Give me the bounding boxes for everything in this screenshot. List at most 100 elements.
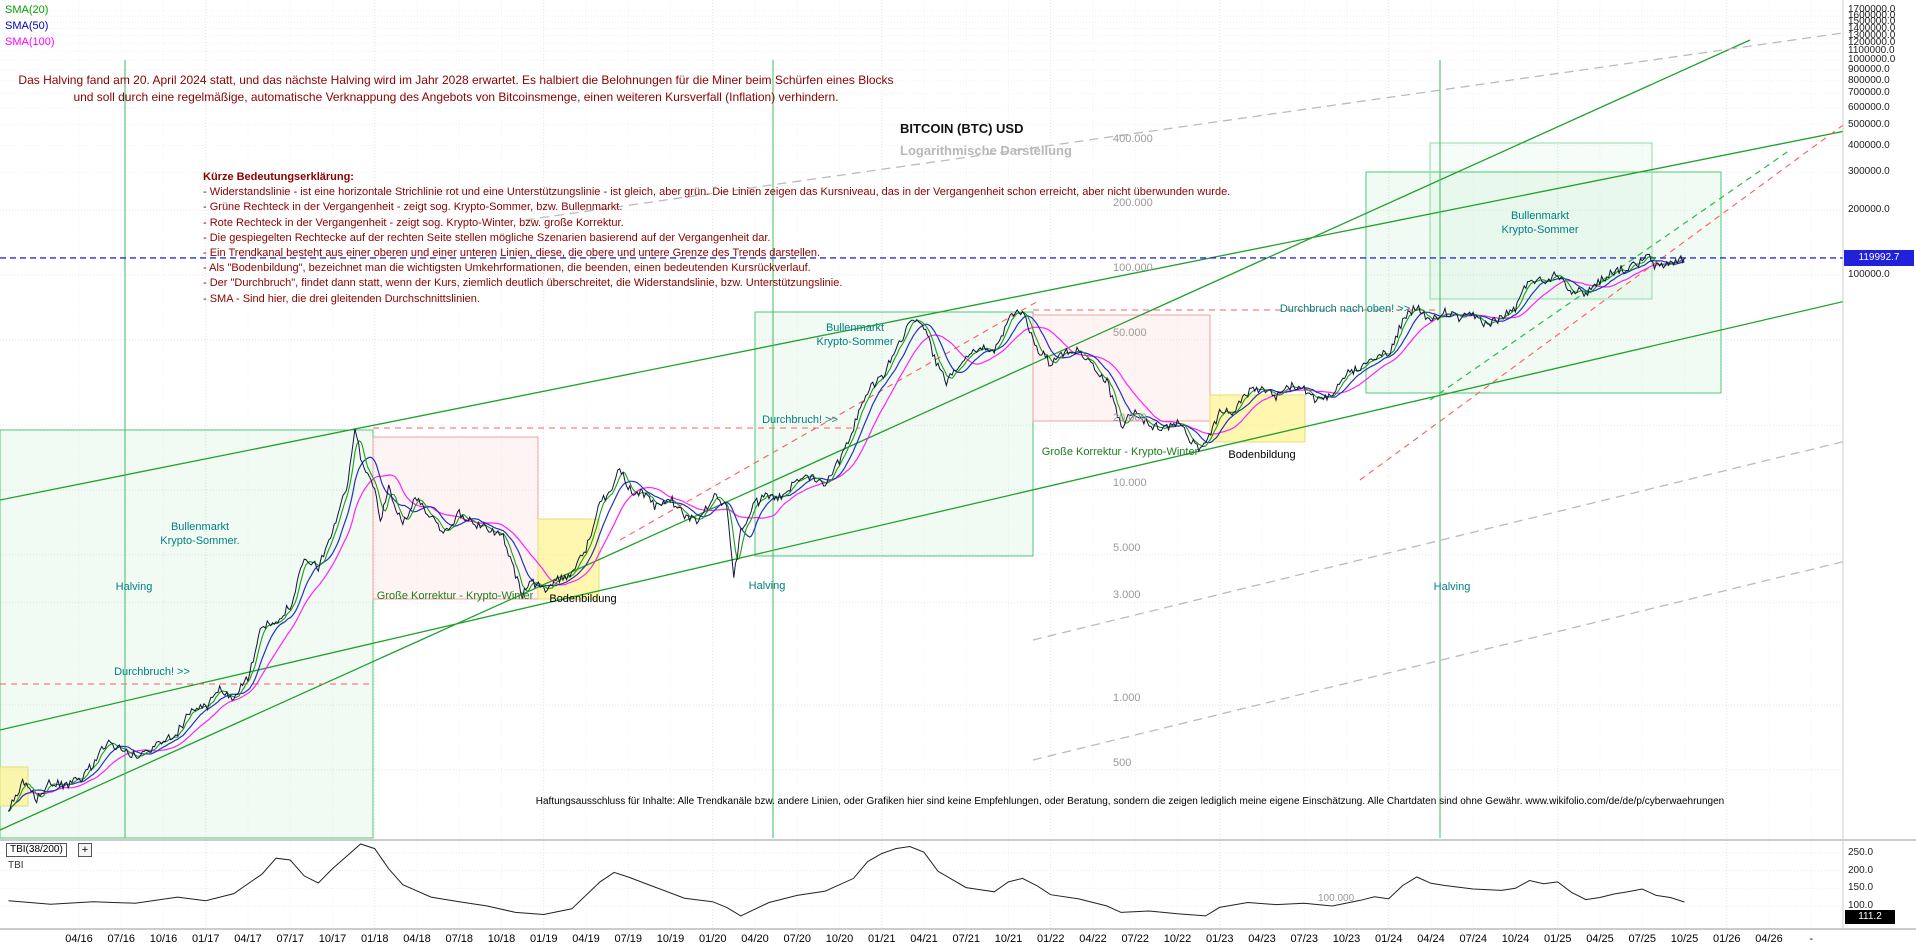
y-axis-label: 600000.0 [1848,101,1890,113]
price-line [8,253,1685,812]
explanation-line: - Die gespiegelten Rechtecke auf der rec… [203,231,771,244]
x-axis-label: 01/21 [867,933,896,945]
chart-annotation: Krypto-Sommer [1501,224,1579,236]
y-axis-label: 1600000.0 [1848,10,1896,22]
tbi-value-tag: 111.2 [1845,910,1895,924]
explanation-line: - Widerstandslinie - ist eine horizontal… [203,186,1231,199]
halving-info-line1: Das Halving fand am 20. April 2024 statt… [18,73,894,87]
y-axis-label: 1500000.0 [1848,16,1896,28]
trendline-resistance-diagonal [619,299,1041,541]
chart-annotation: Halving [1433,581,1471,593]
x-axis-label: 07/22 [1121,933,1150,945]
x-axis-label: 01/19 [529,933,558,945]
chart-subtitle: Logarithmische Darstellung [900,143,1072,158]
y-axis-label: 1700000.0 [1848,4,1896,16]
trendline-projection [1429,149,1791,401]
x-axis-label: 10/21 [994,933,1023,945]
phase-box-winter [1032,314,1211,422]
trendline-channel-steep [0,39,1751,831]
x-axis-label: 07/18 [445,933,474,945]
sma100-line [8,260,1685,812]
trendline-resistance-diagonal [1359,124,1843,481]
chart-annotation: Große Korrektur - Krypto-Winter [376,590,534,602]
x-axis-label: 10/25 [1670,933,1699,945]
trendline-mirror-channel [1032,561,1843,761]
x-axis-label: 04/21 [910,933,938,945]
y-axis-label: 800000.0 [1848,74,1890,86]
x-axis-label: 07/21 [952,933,981,945]
chart-annotation: Krypto-Sommer. [160,535,240,547]
explanation-line: - Ein Trendkanal besteht aus einer obere… [203,247,821,260]
explanation-line: - Rote Rechteck in der Vergangenheit - z… [203,216,624,229]
tbi-axis-label: 100.0 [1848,900,1874,911]
y-axis-label: 100000.0 [1848,269,1890,280]
y-axis-label: 300000.0 [1848,166,1890,178]
x-axis-label: 01/24 [1374,933,1403,945]
chart-annotation: Bodenbildung [549,593,617,605]
chart-title: BITCOIN (BTC) USD [900,121,1024,136]
x-axis-label: 10/17 [318,933,347,945]
x-axis-label: 04/18 [403,933,431,945]
chart-annotation: Bullenmarkt [1510,210,1570,222]
x-axis-label: 04/23 [1248,933,1276,945]
y-axis-label: 200000.0 [1848,204,1890,216]
chart-annotation: Halving [115,581,153,593]
x-axis-label: 04/26 [1755,933,1783,945]
phase-box-summer [0,429,374,839]
tbi-axis-label: 250.0 [1848,846,1874,858]
explanation-line: - Der "Durchbruch", findet dann statt, w… [203,277,843,290]
sma20-line [8,256,1685,812]
y-axis-label: 1300000.0 [1848,29,1896,41]
explanation-line: - Als "Bodenbildung", bezeichnet man die… [203,262,811,275]
chart-annotation: Große Korrektur - Krypto-Winter [1041,446,1199,458]
phase-box-summer [754,311,1034,557]
tbi-line [8,843,1685,917]
disclaimer-text: Haftungsausschluss für Inhalte: Alle Tre… [535,796,1725,807]
gridline-label: 1.000 [1113,692,1141,704]
trendline-channel-top [0,130,1843,501]
x-axis-label: 10/24 [1501,933,1530,945]
legend-sma20: SMA(20) [5,4,49,16]
x-axis-label: 04/20 [741,933,769,945]
gridline-label: 5.000 [1113,541,1141,554]
tbi-indicator-selector[interactable]: TBI(38/200) [6,843,67,857]
x-axis-label: 10/23 [1332,933,1361,945]
tbi-axis-label: 200.0 [1848,864,1874,876]
explanation-title: Kürze Bedeutungserklärung: [203,171,354,183]
x-axis-label: 10/22 [1163,933,1192,945]
tbi-inner-label: 100.000 [1318,893,1355,904]
gridline-label: 400.000 [1113,132,1153,145]
gridline-label: 200.000 [1113,197,1153,210]
gridline-label: 500 [1113,756,1132,769]
chart-annotation: Bodenbildung [1228,449,1296,461]
chart-annotation: Bullenmarkt [170,521,230,533]
tbi-sublabel: TBI [8,860,24,871]
current-price-tag: 119992.7 [1844,250,1914,266]
x-axis-label: 07/25 [1628,933,1657,945]
x-axis-label: 10/20 [825,933,854,945]
x-axis-label: 07/19 [614,933,643,945]
x-axis-label: 04/16 [65,933,93,945]
x-axis-label: 04/17 [234,933,262,945]
chart-annotation: Bullenmarkt [825,322,885,334]
phase-box-bottom [1209,394,1306,443]
chart-annotation: Durchbruch! >> [762,414,838,426]
add-indicator-button[interactable]: + [78,843,92,857]
x-axis-label: 10/19 [656,933,685,945]
gridline-label: 10.000 [1113,477,1147,489]
x-axis-label: 04/19 [572,933,600,945]
y-axis-label: 500000.0 [1848,118,1890,130]
chart-annotation: Krypto-Sommer [816,336,894,348]
gridline-label: 50.000 [1113,326,1147,339]
x-axis-label: 07/17 [276,933,305,945]
x-axis-label: 01/22 [1036,933,1065,945]
y-axis-label: 1100000.0 [1848,45,1895,57]
sma50-line [8,259,1685,812]
y-axis-label: 900000.0 [1848,63,1890,75]
y-axis-label: 700000.0 [1848,87,1890,99]
legend-sma100: SMA(100) [5,36,55,48]
gridline-label: 20.000 [1113,412,1147,425]
x-axis-label: 04/24 [1417,933,1445,945]
y-axis-label: 1200000.0 [1848,36,1896,48]
